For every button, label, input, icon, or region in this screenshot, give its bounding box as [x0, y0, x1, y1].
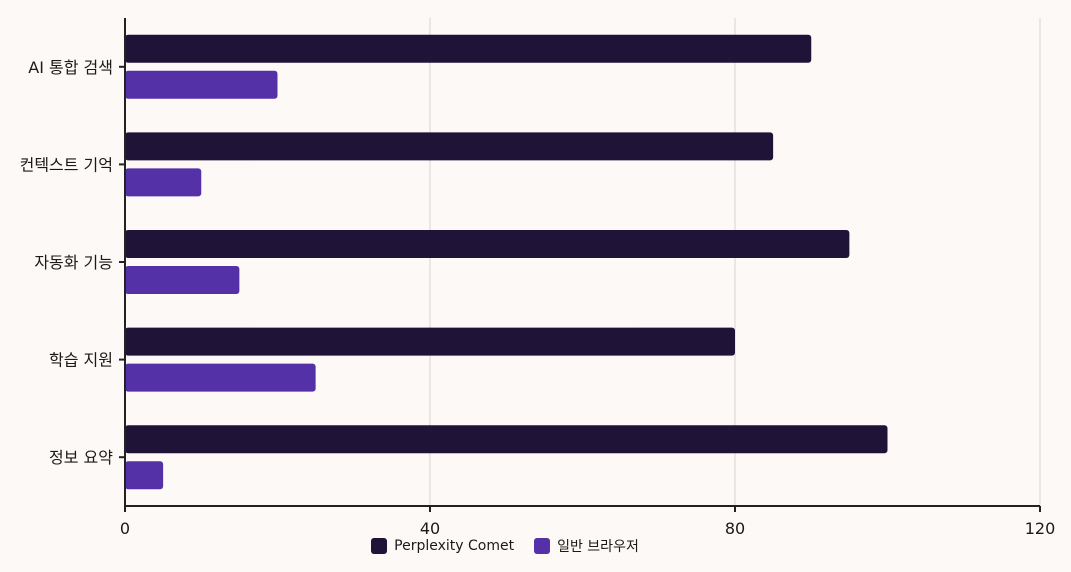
y-tick-label-2: 자동화 기능: [34, 253, 113, 272]
x-tick-label-1: 40: [420, 519, 440, 538]
legend-label-series-0: Perplexity Comet: [394, 538, 515, 554]
legend-item-series-0: Perplexity Comet: [371, 536, 514, 556]
legend-swatch-series-1: [534, 538, 551, 554]
bar-series-1-cat-4: [125, 461, 164, 490]
legend: Perplexity Comet 일반 브라우저: [0, 536, 1010, 556]
bar-series-1-cat-2: [125, 266, 240, 294]
bars: [125, 34, 888, 490]
y-tick-label-0: AI 통합 검색: [28, 58, 113, 77]
legend-item-series-1: 일반 브라우저: [534, 536, 639, 556]
bar-series-1-cat-3: [125, 363, 316, 392]
y-tick-label-4: 정보 요약: [49, 448, 113, 467]
bar-series-0-cat-0: [125, 34, 812, 63]
bar-series-1-cat-1: [125, 168, 202, 197]
bar-series-1-cat-0: [125, 70, 278, 99]
bar-series-0-cat-4: [125, 425, 888, 454]
legend-swatch-series-0: [371, 538, 388, 554]
bar-series-0-cat-1: [125, 132, 774, 161]
axes: [119, 18, 1041, 512]
y-tick-label-3: 학습 지원: [49, 351, 113, 370]
x-tick-label-0: 0: [120, 519, 130, 538]
grid-lines: [429, 18, 1041, 506]
y-tick-label-1: 컨텍스트 기억: [20, 155, 113, 174]
bar-series-0-cat-3: [125, 327, 735, 356]
x-tick-label-2: 80: [725, 519, 745, 538]
legend-label-series-1: 일반 브라우저: [557, 539, 639, 555]
x-tick-label-3: 120: [1025, 519, 1056, 538]
bar-series-0-cat-2: [125, 230, 850, 258]
